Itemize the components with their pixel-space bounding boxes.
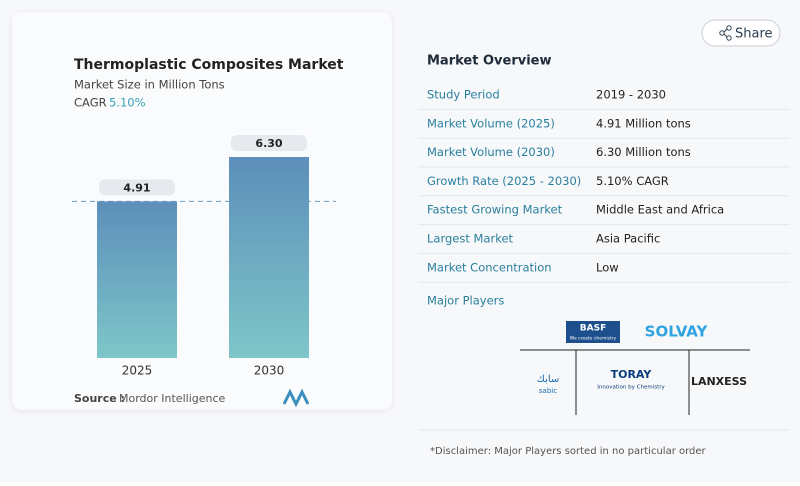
row-label: Fastest Growing Market <box>427 203 563 217</box>
overview-title: Market Overview <box>427 54 551 69</box>
value-label: 4.91 <box>123 181 150 194</box>
chart-subtitle: Market Size in Million Tons <box>74 78 225 92</box>
share-icon <box>726 25 732 31</box>
basf-logo <box>566 321 620 343</box>
chart-title: Thermoplastic Composites Market <box>74 57 344 73</box>
logo-text: We create chemistry <box>570 336 617 342</box>
value-label: 6.30 <box>255 137 282 150</box>
bar <box>97 201 177 358</box>
x-tick-label: 2030 <box>254 364 285 378</box>
logo-text: TORAY <box>611 368 653 381</box>
row-label: Market Volume (2030) <box>427 145 555 159</box>
logo-text: سابك <box>537 374 560 385</box>
row-value: Asia Pacific <box>596 232 660 246</box>
source: Mordor Intelligence <box>119 392 226 405</box>
cagr-value: 5.10% <box>109 96 146 110</box>
players-title: Major Players <box>427 294 504 308</box>
logo-text: Innovation by Chemistry <box>597 385 665 391</box>
value-pill <box>99 179 175 196</box>
bar <box>229 157 309 358</box>
row-value: 4.91 Million tons <box>596 116 691 130</box>
source-label: Source : <box>74 392 125 405</box>
row-label: Largest Market <box>427 232 514 246</box>
share-icon <box>726 35 732 41</box>
row-value: 2019 - 2030 <box>596 88 666 102</box>
row-label: Market Concentration <box>427 260 552 274</box>
row-label: Study Period <box>427 88 500 102</box>
logo-text: BASF <box>580 324 606 334</box>
row-value: 5.10% CAGR <box>596 174 669 188</box>
row-value: Middle East and Africa <box>596 203 724 217</box>
row-label: Growth Rate (2025 - 2030) <box>427 174 581 188</box>
logo-text: sabic <box>539 387 557 395</box>
share-button[interactable]: Share <box>701 19 781 47</box>
logo <box>282 388 310 408</box>
row-value: Low <box>596 260 619 274</box>
share-outline[interactable] <box>701 19 781 47</box>
players-grid: BASF We create chemistry SOLVAY سابك sab… <box>520 321 750 415</box>
logo-text: LANXESS <box>691 375 747 388</box>
share-icon <box>723 28 728 38</box>
share-icon <box>719 30 725 36</box>
logo-text: SOLVAY <box>645 323 709 341</box>
value-pill <box>231 135 307 151</box>
disclaimer: *Disclaimer: Major Players sorted in no … <box>430 446 707 457</box>
share-text[interactable]: Share <box>735 27 773 42</box>
x-tick-label: 2025 <box>122 364 153 378</box>
row-label: Market Volume (2025) <box>427 116 555 130</box>
row-value: 6.30 Million tons <box>596 145 691 159</box>
cagr-label: CAGR <box>74 96 107 110</box>
